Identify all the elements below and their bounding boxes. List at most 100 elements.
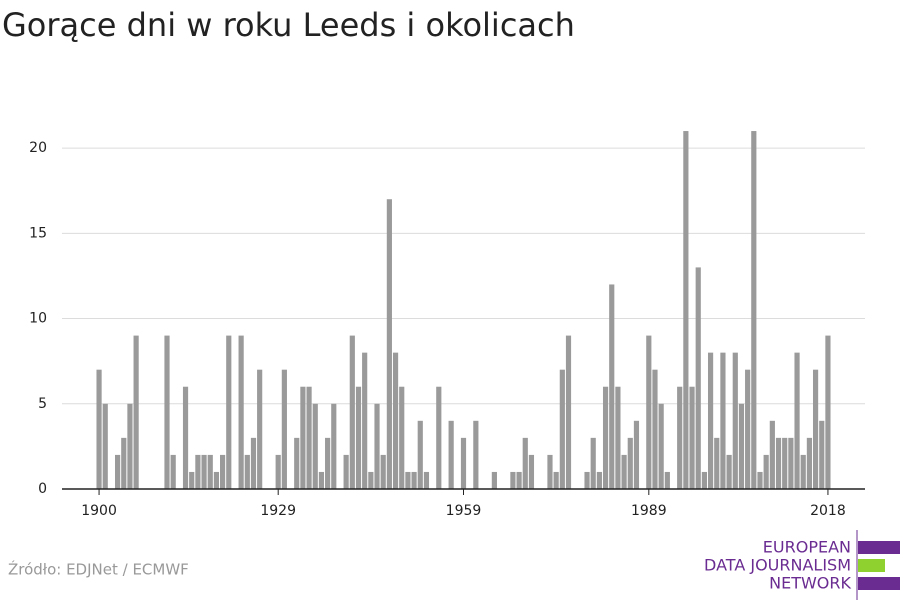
logo-bar (858, 541, 900, 554)
bar (677, 386, 683, 489)
bar (775, 437, 782, 489)
bar (553, 471, 559, 489)
bar (220, 454, 226, 489)
logo-text: DATA JOURNALISM (704, 556, 851, 575)
bar (226, 335, 232, 489)
bar (331, 403, 337, 489)
y-tick-label: 15 (29, 225, 47, 241)
bar (355, 386, 362, 489)
bar (528, 454, 535, 489)
bar (207, 454, 213, 489)
bar (547, 454, 553, 489)
y-tick-label: 5 (38, 396, 47, 412)
bar (460, 437, 467, 489)
bar (380, 454, 386, 489)
bar (633, 420, 640, 489)
bar (522, 437, 528, 489)
bar (732, 352, 738, 489)
bar (584, 471, 590, 489)
bar (689, 386, 695, 489)
bar (386, 199, 392, 489)
logo-text: NETWORK (769, 574, 851, 593)
x-tick-label: 1929 (260, 503, 296, 519)
bar (244, 454, 250, 489)
bar (362, 352, 368, 489)
bar (825, 335, 831, 489)
bar (664, 471, 670, 489)
bar (392, 352, 399, 489)
bar (726, 454, 732, 489)
bar (621, 454, 627, 489)
bar (695, 267, 701, 489)
bar (565, 335, 572, 489)
bar (368, 471, 374, 489)
bar (374, 403, 380, 489)
bar (794, 352, 800, 489)
bar (238, 335, 244, 489)
bar (300, 386, 306, 489)
bar (627, 437, 633, 489)
bar (201, 454, 207, 489)
bar (102, 403, 108, 489)
bar (590, 437, 596, 489)
bar (763, 454, 769, 489)
bar (294, 437, 300, 489)
bar (658, 403, 664, 489)
bar (170, 454, 176, 489)
x-tick-label: 1989 (631, 503, 667, 519)
bar (516, 471, 522, 489)
y-tick-label: 20 (29, 140, 47, 156)
bar (602, 386, 609, 489)
bar (701, 471, 707, 489)
y-tick-label: 0 (38, 481, 47, 497)
bar (491, 471, 497, 489)
bar (473, 420, 479, 489)
bar (707, 352, 714, 489)
bar (127, 403, 133, 489)
bar (720, 352, 726, 489)
bar (652, 369, 658, 489)
bar (343, 454, 349, 489)
bar (411, 471, 417, 489)
x-tick-label: 2018 (810, 503, 846, 519)
bar (714, 437, 720, 489)
source: Źródło: EDJNet / ECMWF (8, 560, 189, 579)
bar (306, 386, 312, 489)
chart-title: Gorące dni w roku Leeds i okolicach (2, 6, 575, 44)
bar (788, 437, 794, 489)
bar (596, 471, 602, 489)
bar (417, 420, 423, 489)
bar (646, 335, 652, 489)
bar (250, 437, 257, 489)
logo-bar (858, 559, 885, 572)
bar (121, 437, 127, 489)
bar (436, 386, 442, 489)
bar (683, 131, 689, 489)
bar (757, 471, 763, 489)
bar (325, 437, 331, 489)
x-tick-label: 1959 (446, 503, 482, 519)
bar (164, 335, 170, 489)
bar (312, 403, 318, 489)
bar (559, 369, 565, 489)
bar (399, 386, 405, 489)
bar (738, 403, 745, 489)
bar (448, 420, 454, 489)
bar (96, 369, 102, 489)
logo-bar (858, 577, 900, 590)
bar (213, 471, 220, 489)
bar (182, 386, 189, 489)
bar (769, 420, 775, 489)
bar (812, 369, 819, 489)
bar (405, 471, 411, 489)
bar (318, 471, 325, 489)
y-tick-label: 10 (29, 311, 47, 327)
bar (281, 369, 287, 489)
bar (800, 454, 806, 489)
logo-text: EUROPEAN (763, 538, 851, 557)
bar (275, 454, 281, 489)
bar (115, 454, 121, 489)
bar (257, 369, 263, 489)
bar (782, 437, 788, 489)
